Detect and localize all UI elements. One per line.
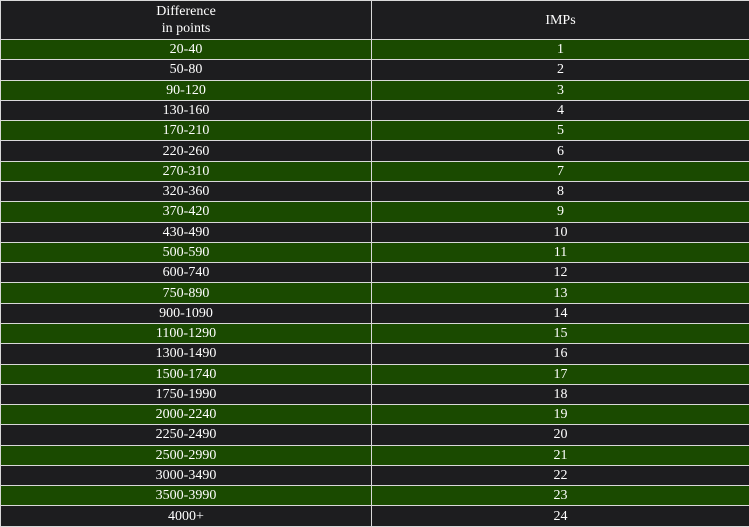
table-row: 900-1090 14 [0,302,749,324]
imps-cell: 10 [371,221,749,243]
table-row: 500-590 11 [0,241,749,264]
difference-cell: 370-420 [0,201,372,223]
imps-cell: 2 [371,59,749,81]
table-row: 90-120 3 [0,79,749,101]
difference-cell: 3000-3490 [0,464,372,487]
table-row: 370-420 9 [0,201,749,223]
table-row: 1100-1290 15 [0,322,749,345]
difference-cell: 4000+ [0,505,372,527]
table-row: 2000-2240 19 [0,404,749,426]
imps-cell: 4 [371,99,749,122]
table-header-row: Difference in points IMPs [0,0,749,40]
difference-cell: 170-210 [0,120,372,142]
table-row: 130-160 4 [0,99,749,122]
difference-cell: 270-310 [0,160,372,182]
difference-cell: 2000-2240 [0,404,372,426]
imps-cell: 22 [371,464,749,487]
difference-column-header: Difference in points [0,0,372,40]
difference-cell: 1750-1990 [0,383,372,406]
imps-cell: 13 [371,282,749,304]
difference-header-line-1: Difference [156,4,216,19]
imps-cell: 14 [371,302,749,324]
imps-cell: 6 [371,140,749,162]
difference-cell: 90-120 [0,79,372,101]
difference-cell: 900-1090 [0,302,372,324]
table-row: 1300-1490 16 [0,343,749,365]
table-row: 430-490 10 [0,221,749,243]
difference-cell: 1300-1490 [0,343,372,365]
table-row: 750-890 13 [0,282,749,304]
difference-cell: 50-80 [0,59,372,81]
table-row: 600-740 12 [0,262,749,284]
difference-cell: 500-590 [0,241,372,264]
table-row: 170-210 5 [0,120,749,142]
difference-cell: 130-160 [0,99,372,122]
table-row: 2500-2990 21 [0,444,749,466]
table-row: 2250-2490 20 [0,424,749,446]
difference-cell: 3500-3990 [0,485,372,507]
imps-cell: 17 [371,363,749,385]
table-row: 3000-3490 22 [0,464,749,487]
table-body: 20-40 1 50-80 2 90-120 3 130-160 4 170-210 5 220-2… [0,38,749,527]
table-row: 1750-1990 18 [0,383,749,406]
imps-column-header: IMPs [371,0,749,40]
imps-cell: 21 [371,444,749,466]
table-row: 320-360 8 [0,180,749,203]
imps-cell: 20 [371,424,749,446]
imps-cell: 8 [371,180,749,203]
table-row: 20-40 1 [0,38,749,61]
table-row: 3500-3990 23 [0,485,749,507]
imps-cell: 16 [371,343,749,365]
table-row: 4000+ 24 [0,505,749,527]
imps-cell: 23 [371,485,749,507]
difference-cell: 1100-1290 [0,322,372,345]
imps-cell: 24 [371,505,749,527]
imps-cell: 5 [371,120,749,142]
table-row: 220-260 6 [0,140,749,162]
imps-cell: 3 [371,79,749,101]
imps-cell: 1 [371,38,749,61]
difference-cell: 220-260 [0,140,372,162]
difference-cell: 430-490 [0,221,372,243]
difference-cell: 600-740 [0,262,372,284]
difference-cell: 1500-1740 [0,363,372,385]
imps-cell: 12 [371,262,749,284]
difference-cell: 20-40 [0,38,372,61]
table-row: 1500-1740 17 [0,363,749,385]
table-row: 270-310 7 [0,160,749,182]
difference-cell: 2500-2990 [0,444,372,466]
imps-cell: 15 [371,322,749,345]
imps-cell: 18 [371,383,749,406]
imps-cell: 19 [371,404,749,426]
difference-cell: 750-890 [0,282,372,304]
table-row: 50-80 2 [0,59,749,81]
difference-header-line-2: in points [161,21,211,36]
difference-cell: 320-360 [0,180,372,203]
imps-cell: 7 [371,160,749,182]
imps-cell: 9 [371,201,749,223]
difference-cell: 2250-2490 [0,424,372,446]
imps-cell: 11 [371,241,749,264]
